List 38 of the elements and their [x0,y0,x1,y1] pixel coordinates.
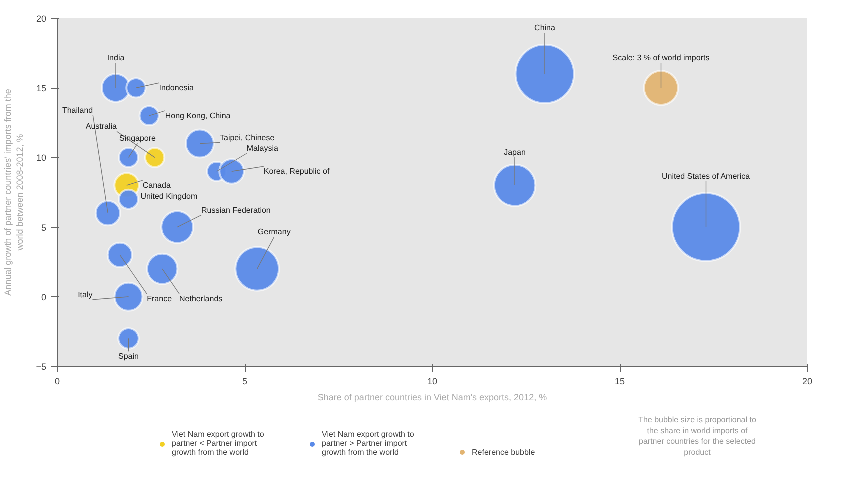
legend-label: Viet Nam export growth to partner > Partner import growth from the world [322,430,414,457]
y-tick-label: 10 [36,153,47,164]
annotation: Indonesia [159,84,194,93]
legend-label: Reference bubble [472,447,536,457]
annotation: United States of America [662,172,751,181]
legend-label: Viet Nam export growth to partner < Partner import growth from the world [172,430,264,457]
annotation: Spain [118,352,139,362]
annotation: Italy [78,290,93,300]
annotation: Netherlands [180,294,223,304]
y-tick-label: 15 [36,84,47,94]
y-tick-label: 20 [36,14,47,24]
y-axis-title: Annual growth of partner countries' imports from the world between 2008-2012, % [3,89,26,296]
annotation: Malaysia [246,144,279,154]
text: The bubble size is proportional to the share in world imports of partner countries for the selected product [638,416,757,457]
annotation: Australia [86,122,118,132]
x-tick-label: 0 [54,376,60,386]
annotation: Hong Kong, China [165,111,232,120]
annotation: Germany [258,228,291,237]
annotation: Scale: 3 % of world imports [612,54,710,63]
annotation: China [534,24,556,33]
y-tick-label: 5 [41,222,47,233]
annotation: Canada [142,181,172,190]
x-tick-label: 10 [427,376,438,386]
x-tick-label: 20 [802,376,813,386]
annotation: Thailand [62,106,94,115]
annotation: Korea, Republic of [264,167,330,176]
annotation: France [147,294,173,304]
annotation: India [107,54,126,63]
x-tick-label: 5 [242,376,248,386]
x-tick-label: 15 [614,376,626,386]
annotation: United Kingdom [140,192,198,201]
annotation: Singapore [120,134,157,144]
annotation: Taipei, Chinese [220,133,276,142]
annotation: Russian Federation [202,206,271,215]
x-axis-title: Share of partner countries in Viet Nam's exports, 2012, % [318,392,548,402]
annotation: Japan [504,148,526,158]
y-tick-label: 0 [41,292,47,302]
y-tick-label: −5 [36,362,47,372]
